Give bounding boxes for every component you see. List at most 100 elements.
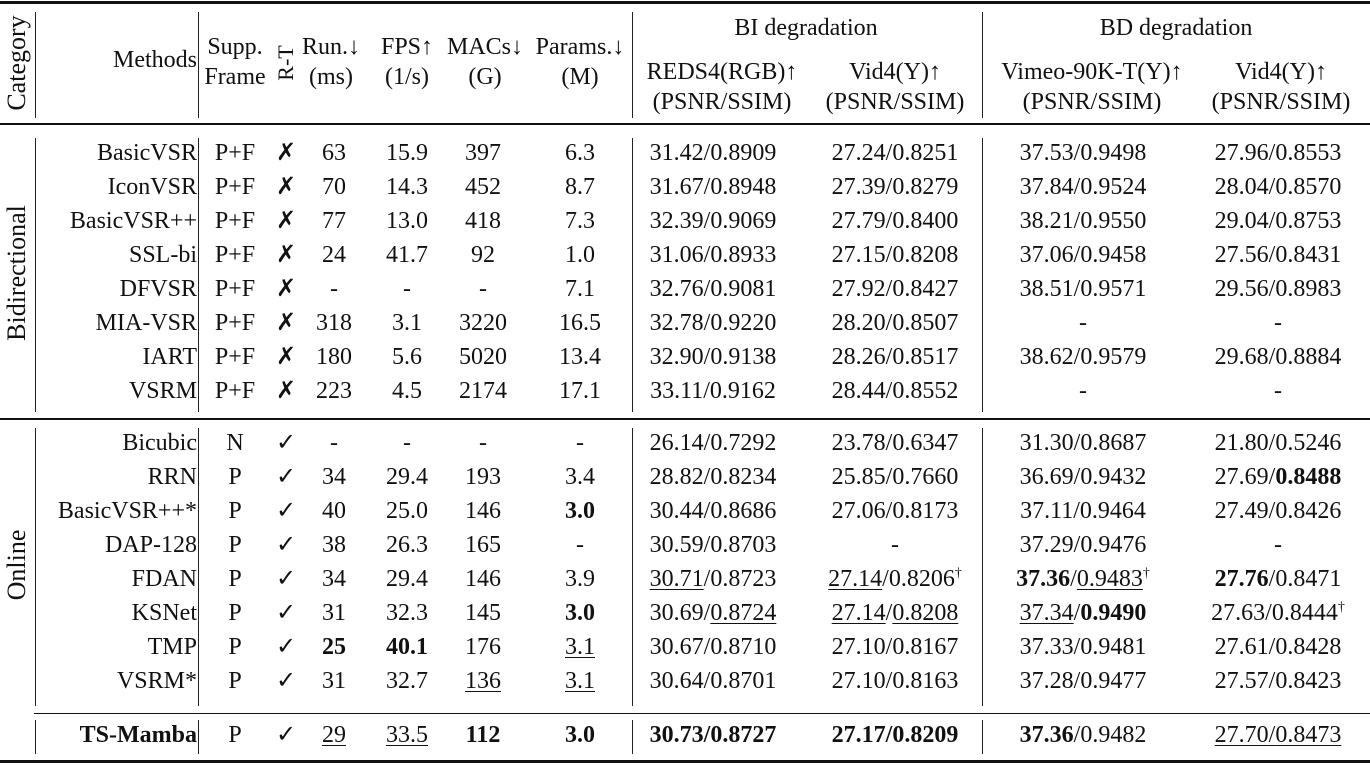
cell-macs: 146	[465, 497, 501, 525]
psnr-value: 28.44	[831, 378, 886, 404]
params-value: 1.0	[565, 242, 595, 268]
separator: /	[1073, 208, 1081, 234]
cell-fps: 33.5	[386, 721, 428, 749]
macs-value: 176	[465, 634, 501, 660]
psnr-value: 27.17	[831, 722, 886, 748]
psnr-value: 28.26	[831, 344, 886, 370]
cell-reds4: 30.59/0.8703	[650, 531, 777, 559]
cell-method: SSL-bi	[129, 241, 197, 269]
cell-bivid4: 28.44/0.8552	[832, 377, 959, 405]
run-value: 38	[322, 532, 346, 558]
vline-ours-metrics	[632, 720, 633, 754]
ssim-value: 0.8208	[892, 242, 959, 268]
cell-macs: 145	[465, 599, 501, 627]
cross-icon: ✗	[275, 378, 297, 404]
supp-value: P+F	[214, 208, 256, 234]
cell-method: IART	[142, 343, 197, 371]
separator: /	[1073, 174, 1081, 200]
macs-value: 146	[465, 498, 501, 524]
psnr-value: 32.76	[649, 276, 704, 302]
psnr-value: 31.06	[649, 242, 704, 268]
cell-bdvid4: 29.04/0.8753	[1215, 207, 1342, 235]
separator: /	[1073, 600, 1081, 626]
cell-run: 318	[316, 309, 352, 337]
cell-rt: ✓	[276, 565, 296, 593]
cell-method: MIA-VSR	[96, 309, 197, 337]
psnr-value: 30.71	[649, 566, 704, 592]
params-value: 7.1	[565, 276, 595, 302]
cross-icon: ✗	[275, 208, 297, 234]
cell-bivid4: 27.06/0.8173	[832, 497, 959, 525]
params-value: 3.0	[565, 600, 595, 626]
cell-run: 77	[322, 207, 346, 235]
cell-params: 1.0	[565, 241, 595, 269]
ssim-value: 0.5246	[1275, 430, 1342, 456]
run-value: 25	[322, 634, 346, 660]
cell-rt: ✓	[276, 463, 296, 491]
cell-reds4: 31.42/0.8909	[650, 139, 777, 167]
psnr-value: 26.14	[649, 430, 704, 456]
ssim-value: 0.8473	[1275, 722, 1342, 748]
cell-fps: 13.0	[386, 207, 428, 235]
check-icon: ✓	[275, 498, 297, 524]
cell-fps: 40.1	[386, 633, 428, 661]
ssim-value: 0.9550	[1080, 208, 1147, 234]
cell-vimeo: 36.69/0.9432	[1020, 463, 1147, 491]
ssim-value: 0.8400	[892, 208, 959, 234]
ssim-value: 0.8426	[1275, 498, 1342, 524]
cell-macs: 136	[465, 667, 501, 695]
separator: /	[885, 634, 893, 660]
ssim-value: 0.9069	[710, 208, 777, 234]
header-bi-group: BI degradation	[734, 15, 878, 41]
cell-supp: P	[228, 667, 241, 695]
header-category: Category	[2, 15, 31, 111]
cell-bdvid4: 27.56/0.8431	[1215, 241, 1342, 269]
cell-method: KSNet	[132, 599, 197, 627]
cell-vimeo: 38.51/0.9571	[1020, 275, 1147, 303]
method-value: IconVSR	[107, 174, 197, 200]
cell-reds4: 30.69/0.8724	[650, 599, 777, 627]
separator: /	[703, 242, 711, 268]
params-value: 6.3	[565, 140, 595, 166]
cell-method: DAP-128	[105, 531, 197, 559]
ssim-value: 0.8163	[892, 668, 959, 694]
vline-ours-methods	[198, 720, 199, 754]
cell-params: 13.4	[559, 343, 601, 371]
cell-run: 34	[322, 565, 346, 593]
separator: /	[1073, 344, 1081, 370]
cell-params: 17.1	[559, 377, 601, 405]
vline-ours-left	[35, 720, 36, 754]
separator: /	[1268, 464, 1276, 490]
cross-icon: ✗	[275, 344, 297, 370]
cell-method: Bicubic	[122, 429, 197, 457]
psnr-value: 27.06	[831, 498, 886, 524]
cell-bivid4: 28.20/0.8507	[832, 309, 959, 337]
separator: /	[703, 634, 711, 660]
psnr-value: 36.69	[1019, 464, 1074, 490]
cell-macs: 176	[465, 633, 501, 661]
cell-vimeo: 38.21/0.9550	[1020, 207, 1147, 235]
cell-vimeo: 37.36/0.9482	[1020, 721, 1147, 749]
vline-on-metrics	[632, 428, 633, 706]
cell-run: -	[330, 429, 338, 457]
ssim-value: 0.8431	[1275, 242, 1342, 268]
cell-params: 3.1	[565, 667, 595, 695]
cell-bivid4: 27.39/0.8279	[832, 173, 959, 201]
cell-bdvid4: 27.76/0.8471	[1215, 565, 1342, 593]
cell-run: 63	[322, 139, 346, 167]
psnr-value: 25.85	[831, 464, 886, 490]
header-rule	[0, 123, 1370, 125]
method-value: TMP	[147, 634, 197, 660]
separator: /	[1073, 276, 1081, 302]
cell-rt: ✗	[276, 275, 296, 303]
cell-bdvid4: 27.69/0.8488	[1215, 463, 1342, 491]
cell-supp: P	[228, 721, 241, 749]
ssim-value: 0.9571	[1080, 276, 1147, 302]
ssim-value: 0.7292	[710, 430, 777, 456]
run-value: 34	[322, 566, 346, 592]
separator: /	[885, 668, 893, 694]
vline-bi-category	[35, 138, 36, 412]
macs-value: -	[479, 430, 487, 456]
separator: /	[703, 566, 711, 592]
macs-value: 146	[465, 566, 501, 592]
